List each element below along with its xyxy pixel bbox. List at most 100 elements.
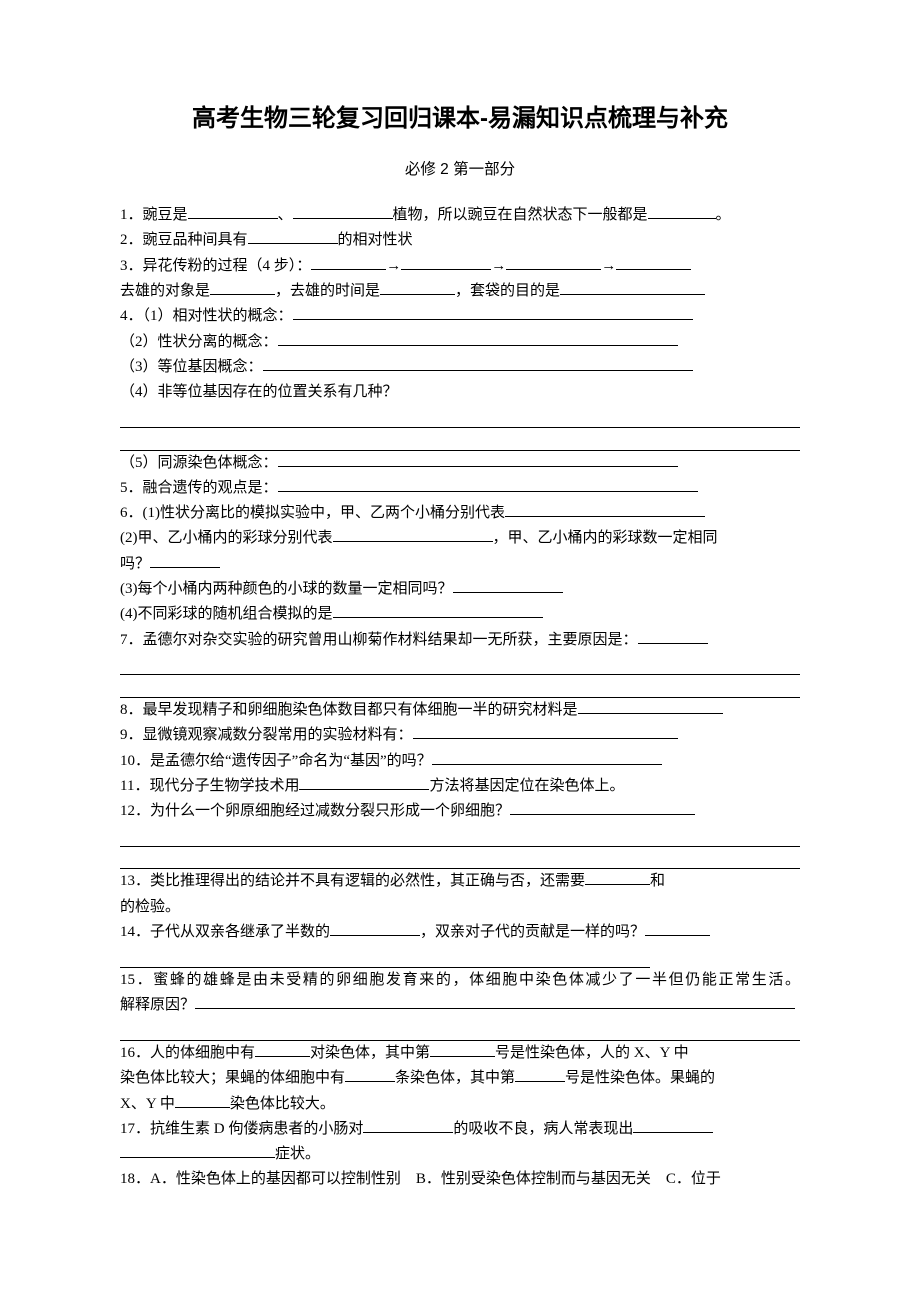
blank-line: [120, 428, 800, 451]
q3l2-c: ，套袋的目的是: [455, 283, 560, 299]
blank: [345, 1067, 395, 1082]
question-16: 16．人的体细胞中有对染色体，其中第号是性染色体，人的 X、Y 中: [120, 1041, 800, 1065]
q3l2-a: 去雄的对象是: [120, 283, 210, 299]
blank: [585, 870, 650, 885]
blank: [210, 280, 275, 295]
blank: [430, 1042, 495, 1057]
blank: [645, 921, 710, 936]
q2-text-a: 2．豌豆品种间具有: [120, 232, 248, 248]
blank: [120, 1143, 275, 1158]
question-14: 14．子代从双亲各继承了半数的，双亲对子代的贡献是一样的吗？: [120, 920, 800, 944]
question-4-1: 4．（1）相对性状的概念：: [120, 304, 800, 328]
blank: [263, 356, 693, 371]
q15b-text: 解释原因？: [120, 997, 195, 1013]
q2-text-b: 的相对性状: [338, 232, 413, 248]
q15a-text: 15．蜜蜂的雄蜂是由未受精的卵细胞发育来的，体细胞中染色体减少了一半但仍能正常生…: [120, 972, 800, 988]
q8-text: 8．最早发现精子和卵细胞染色体数目都只有体细胞一半的研究材料是: [120, 702, 578, 718]
q3l2-b: ，去雄的时间是: [275, 283, 380, 299]
q16e-text: 条染色体，其中第: [395, 1070, 515, 1086]
blank: [150, 553, 220, 568]
question-6-2: (2)甲、乙小桶内的彩球分别代表 ，甲、乙小桶内的彩球数一定相同: [120, 526, 800, 550]
blank: [616, 255, 691, 270]
question-13: 13．类比推理得出的结论并不具有逻辑的必然性，其正确与否，还需要和: [120, 869, 800, 893]
q6-3-text: (3)每个小桶内两种颜色的小球的数量一定相同吗？: [120, 581, 453, 597]
q13a-text: 13．类比推理得出的结论并不具有逻辑的必然性，其正确与否，还需要: [120, 873, 585, 889]
blank: [311, 255, 386, 270]
question-6-1: 6．(1)性状分离比的模拟实验中，甲、乙两个小桶分别代表: [120, 501, 800, 525]
question-15: 15．蜜蜂的雄蜂是由未受精的卵细胞发育来的，体细胞中染色体减少了一半但仍能正常生…: [120, 968, 800, 992]
blank-line: [120, 653, 800, 676]
question-5: 5．融合遗传的观点是：: [120, 476, 800, 500]
blank: [510, 800, 695, 815]
question-3: 3．异花传粉的过程（4 步）：→→→: [120, 254, 800, 278]
question-2: 2．豌豆品种间具有 的相对性状: [120, 228, 800, 252]
blank-line: [120, 847, 800, 870]
blank: [560, 280, 705, 295]
blank-line: [120, 824, 800, 847]
blank: [638, 629, 708, 644]
blank: [506, 255, 601, 270]
question-15b: 解释原因？: [120, 993, 800, 1017]
question-9: 9．显微镜观察减数分裂常用的实验材料有：: [120, 723, 800, 747]
q4-1-text: 4．（1）相对性状的概念：: [120, 308, 293, 324]
q6-2a-text: (2)甲、乙小桶内的彩球分别代表: [120, 530, 333, 546]
question-6-2c: 吗？: [120, 552, 800, 576]
q11b-text: 方法将基因定位在染色体上。: [429, 778, 624, 794]
q4-4-text: （4）非等位基因存在的位置关系有几种？: [120, 384, 398, 400]
blank: [333, 527, 493, 542]
question-6-3: (3)每个小桶内两种颜色的小球的数量一定相同吗？: [120, 577, 800, 601]
blank-line: [120, 1018, 800, 1041]
worksheet-body: 1．豌豆是、植物，所以豌豆在自然状态下一般都是。 2．豌豆品种间具有的相对性状 …: [120, 203, 800, 1192]
blank: [578, 699, 723, 714]
blank: [633, 1118, 713, 1133]
question-13b: 的检验。: [120, 895, 800, 919]
q16a-text: 16．人的体细胞中有: [120, 1045, 255, 1061]
blank: [453, 578, 563, 593]
blank: [299, 775, 429, 790]
q9-text: 9．显微镜观察减数分裂常用的实验材料有：: [120, 727, 413, 743]
question-6-4: (4)不同彩球的随机组合模拟的是: [120, 602, 800, 626]
blank: [175, 1093, 230, 1108]
q16d-text: 染色体比较大；果蝇的体细胞中有: [120, 1070, 345, 1086]
q14a-text: 14．子代从双亲各继承了半数的: [120, 924, 330, 940]
question-17b: 症状。: [120, 1142, 800, 1166]
q12-text: 12．为什么一个卵原细胞经过减数分裂只形成一个卵细胞？: [120, 803, 510, 819]
q17a-text: 17．抗维生素 D 佝偻病患者的小肠对: [120, 1121, 363, 1137]
q16b-text: 对染色体，其中第: [310, 1045, 430, 1061]
subtitle: 必修 2 第一部分: [120, 158, 800, 183]
blank: [293, 305, 693, 320]
q1-text-b: 、: [278, 207, 293, 223]
q17b-text: 的吸收不良，病人常表现出: [453, 1121, 633, 1137]
blank-line: [120, 945, 650, 968]
q1-text-a: 1．豌豆是: [120, 207, 188, 223]
blank: [278, 477, 698, 492]
blank: [380, 280, 455, 295]
question-4-5: （5）同源染色体概念：: [120, 451, 800, 475]
q1-text-c: 植物，所以豌豆在自然状态下一般都是: [393, 207, 648, 223]
q17c-text: 症状。: [275, 1146, 320, 1162]
q11a-text: 11．现代分子生物学技术用: [120, 778, 299, 794]
question-18: 18．A．性染色体上的基因都可以控制性别 B．性别受染色体控制而与基因无关 C．…: [120, 1167, 800, 1191]
blank: [293, 204, 393, 219]
question-16c: X、Y 中 染色体比较大。: [120, 1092, 800, 1116]
question-10: 10．是孟德尔给“遗传因子”命名为“基因”的吗？: [120, 749, 800, 773]
blank: [330, 921, 420, 936]
q13c-text: 的检验。: [120, 899, 180, 915]
blank-line: [120, 406, 800, 429]
blank: [278, 452, 678, 467]
q10-text: 10．是孟德尔给“遗传因子”命名为“基因”的吗？: [120, 753, 432, 769]
q16g-text: X、Y 中: [120, 1096, 175, 1112]
q6-2b-text: ，甲、乙小桶内的彩球数一定相同: [493, 530, 718, 546]
q7-text: 7．孟德尔对杂交实验的研究曾用山柳菊作材料结果却一无所获，主要原因是：: [120, 632, 638, 648]
question-17: 17．抗维生素 D 佝偻病患者的小肠对 的吸收不良，病人常表现出: [120, 1117, 800, 1141]
arrow: →: [491, 258, 506, 274]
arrow: →: [386, 258, 401, 274]
q16h-text: 染色体比较大。: [230, 1096, 335, 1112]
q5-text: 5．融合遗传的观点是：: [120, 480, 278, 496]
question-4-4: （4）非等位基因存在的位置关系有几种？: [120, 380, 800, 404]
question-11: 11．现代分子生物学技术用 方法将基因定位在染色体上。: [120, 774, 800, 798]
q6-2c-text: 吗？: [120, 556, 150, 572]
question-7: 7．孟德尔对杂交实验的研究曾用山柳菊作材料结果却一无所获，主要原因是：: [120, 628, 800, 652]
q16f-text: 号是性染色体。果蝇的: [565, 1070, 715, 1086]
blank: [363, 1118, 453, 1133]
